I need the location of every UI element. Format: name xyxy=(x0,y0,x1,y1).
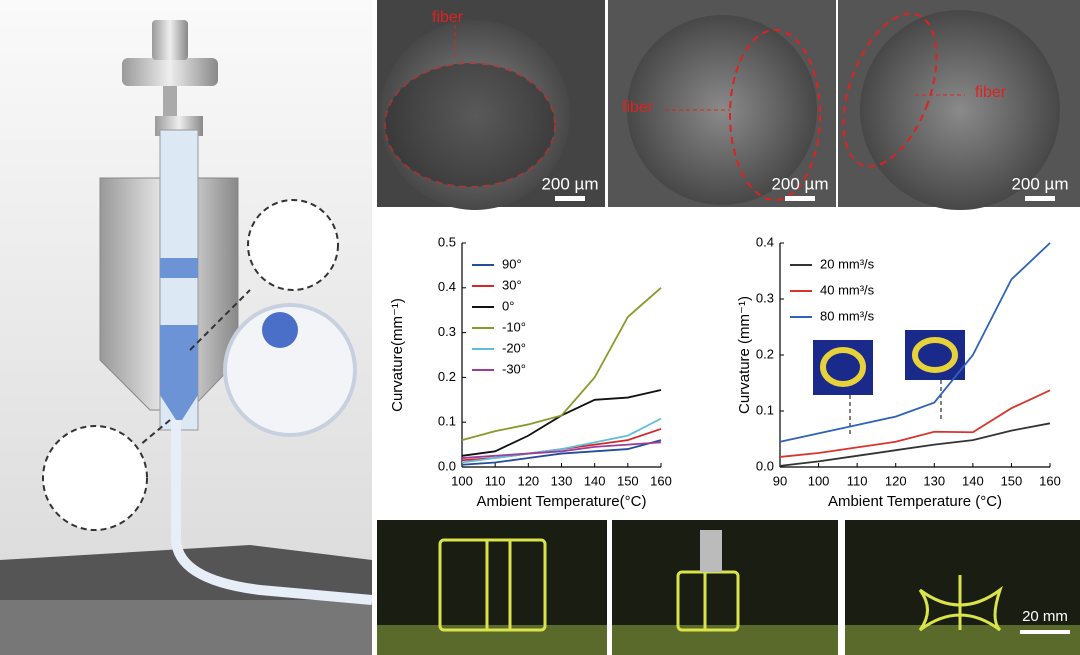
legend-label: -10° xyxy=(502,319,526,334)
x-tick-label: 120 xyxy=(517,473,539,488)
y-tick-label: 0.3 xyxy=(756,290,774,305)
insets xyxy=(813,330,965,437)
series-line xyxy=(461,441,662,459)
x-tick-label: 140 xyxy=(962,473,984,488)
y-tick-label: 0.2 xyxy=(438,369,456,384)
x-tick-label: 110 xyxy=(485,473,506,488)
series-line xyxy=(461,439,662,466)
x-tick-label: 160 xyxy=(650,473,672,488)
x-tick-label: 130 xyxy=(551,473,573,488)
y-axis-label: Curvature (mm⁻¹) xyxy=(736,296,753,414)
x-tick-label: 120 xyxy=(885,473,907,488)
x-axis-label: Ambient Temperature (°C) xyxy=(828,493,1002,510)
legend-label: 20 mm³/s xyxy=(820,256,875,271)
series-line xyxy=(779,242,1051,443)
y-tick-label: 0.0 xyxy=(438,458,456,473)
y-tick-label: 0.4 xyxy=(438,279,456,294)
y-axis-label: Curvature(mm⁻¹) xyxy=(389,298,406,412)
legend-label: 90° xyxy=(502,256,522,271)
y-tick-label: 0.4 xyxy=(756,234,774,249)
x-tick-label: 100 xyxy=(808,473,830,488)
legend-label: 80 mm³/s xyxy=(820,308,875,323)
scale-bar-label: 20 mm xyxy=(1022,608,1068,625)
scale-bar-label: 200 µm xyxy=(1011,174,1068,193)
y-tick-label: 0.2 xyxy=(756,346,774,361)
x-tick-label: 90 xyxy=(773,473,787,488)
series-line xyxy=(461,417,662,464)
x-axis-label: Ambient Temperature(°C) xyxy=(477,493,647,510)
x-tick-label: 160 xyxy=(1039,473,1061,488)
legend-label: -20° xyxy=(502,340,526,355)
x-tick-label: 140 xyxy=(584,473,606,488)
sem-label: fiber xyxy=(975,84,1007,101)
x-tick-label: 150 xyxy=(617,473,639,488)
series-line xyxy=(461,389,662,457)
scale-bar-label: 200 µm xyxy=(541,174,598,193)
legend-label: -30° xyxy=(502,361,526,376)
schematic xyxy=(0,0,373,655)
legend-label: 30° xyxy=(502,277,522,292)
y-tick-label: 0.3 xyxy=(438,324,456,339)
series-line xyxy=(779,389,1051,458)
scale-bar-label: 200 µm xyxy=(771,174,828,193)
photo-panels xyxy=(377,520,1080,655)
legend-label: 0° xyxy=(502,298,514,313)
series-line xyxy=(779,422,1051,467)
sem-panels xyxy=(377,0,1080,210)
sem-label: fiber xyxy=(432,9,464,26)
x-tick-label: 100 xyxy=(451,473,473,488)
x-tick-label: 110 xyxy=(847,473,868,488)
y-tick-label: 0.0 xyxy=(756,458,774,473)
y-tick-label: 0.1 xyxy=(756,402,774,417)
sem-label: fiber xyxy=(622,99,654,116)
legend-label: 40 mm³/s xyxy=(820,282,875,297)
y-tick-label: 0.5 xyxy=(438,234,456,249)
x-tick-label: 130 xyxy=(923,473,945,488)
x-tick-label: 150 xyxy=(1001,473,1023,488)
y-tick-label: 0.1 xyxy=(438,414,456,429)
series-line xyxy=(461,287,662,441)
